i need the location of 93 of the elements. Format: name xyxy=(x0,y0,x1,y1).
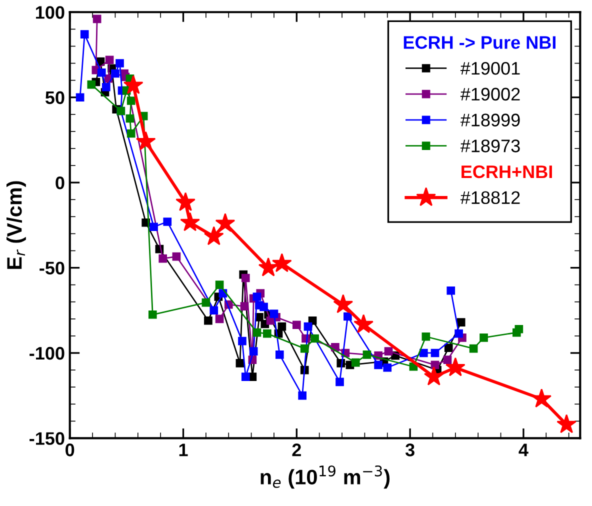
point xyxy=(150,222,158,232)
point xyxy=(480,333,488,342)
point xyxy=(204,316,212,325)
point xyxy=(454,329,463,338)
point xyxy=(374,360,382,370)
point xyxy=(176,192,196,212)
y-tick-label: -150 xyxy=(30,432,64,445)
point xyxy=(445,357,466,376)
point xyxy=(304,322,312,331)
point xyxy=(333,294,354,314)
point xyxy=(430,348,440,358)
point xyxy=(241,274,250,282)
point xyxy=(204,226,224,246)
point xyxy=(105,56,114,64)
point xyxy=(136,131,156,150)
point xyxy=(163,218,172,226)
point xyxy=(252,328,262,337)
point xyxy=(446,286,456,295)
point xyxy=(532,388,552,408)
point xyxy=(310,334,319,343)
legend-label: #19001 xyxy=(460,62,520,75)
legend-label: #18973 xyxy=(460,140,520,152)
annotation: ECRH+NBI xyxy=(462,165,552,178)
point xyxy=(126,129,136,138)
point xyxy=(272,253,292,272)
legend-label: #18812 xyxy=(460,191,520,204)
x-tick-label: 4 xyxy=(518,444,528,456)
y-axis-title: E$_{r}$ (V/cm) xyxy=(6,181,26,269)
point xyxy=(80,30,89,38)
point xyxy=(236,359,244,368)
point xyxy=(258,257,278,276)
point xyxy=(215,314,224,324)
point xyxy=(210,306,218,315)
legend-label: #18999 xyxy=(460,114,520,126)
point xyxy=(336,378,344,386)
point xyxy=(87,80,96,89)
point xyxy=(158,254,168,263)
point xyxy=(344,312,352,321)
point xyxy=(180,212,200,232)
point xyxy=(111,69,120,78)
x-tick-label: 2 xyxy=(292,444,301,456)
point xyxy=(97,68,106,77)
point xyxy=(444,344,453,352)
point xyxy=(116,59,124,68)
y-tick-label: 50 xyxy=(45,91,64,104)
point xyxy=(270,310,278,318)
point xyxy=(298,391,306,400)
point xyxy=(556,414,576,434)
point xyxy=(422,332,430,341)
legend-label: #19002 xyxy=(460,88,520,101)
point xyxy=(148,310,157,319)
point xyxy=(102,82,110,92)
point xyxy=(202,298,210,307)
point xyxy=(384,347,393,356)
point xyxy=(292,320,301,330)
y-tick-label: -50 xyxy=(40,262,64,274)
legend-title: ECRH -> Pure NBI xyxy=(404,36,556,49)
point xyxy=(123,75,144,94)
x-tick-label: 0 xyxy=(66,444,74,456)
point xyxy=(92,14,102,24)
point xyxy=(351,358,360,367)
point xyxy=(252,292,262,301)
point xyxy=(383,363,392,372)
point xyxy=(362,350,372,359)
y-tick-label: 100 xyxy=(36,6,64,19)
point xyxy=(263,329,272,338)
point xyxy=(354,314,374,334)
x-tick-label: 1 xyxy=(179,444,188,456)
point xyxy=(430,360,440,370)
point xyxy=(275,350,284,359)
point xyxy=(300,344,309,353)
point xyxy=(126,114,134,123)
x-axis-title: n$_{e}$ (10$^{19}$ m$^{−3}$) xyxy=(260,465,390,489)
x-tick-label: 3 xyxy=(405,444,414,456)
point xyxy=(278,322,286,331)
point xyxy=(238,336,246,346)
point xyxy=(126,96,136,105)
point xyxy=(241,372,250,382)
point xyxy=(240,302,249,310)
point xyxy=(424,366,444,386)
point xyxy=(172,252,181,261)
point xyxy=(456,318,466,326)
point xyxy=(249,347,258,356)
y-tick-label: -100 xyxy=(30,346,64,360)
point xyxy=(420,348,428,358)
point xyxy=(215,213,236,232)
point xyxy=(260,302,268,312)
point xyxy=(443,356,452,364)
point xyxy=(76,93,84,102)
point xyxy=(215,280,224,289)
y-tick-label: 0 xyxy=(56,176,64,190)
point xyxy=(469,344,478,353)
point xyxy=(514,324,524,334)
